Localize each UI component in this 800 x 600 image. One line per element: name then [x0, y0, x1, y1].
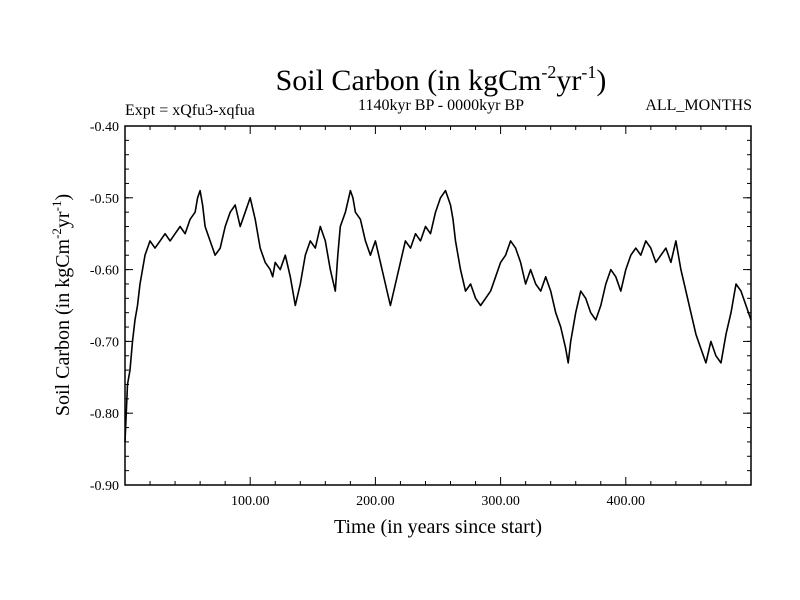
- x-tick-label: 300.00: [481, 494, 520, 509]
- x-tick-label: 200.00: [356, 494, 395, 509]
- y-tick-label: -0.60: [90, 264, 119, 279]
- y-tick-label: -0.90: [90, 479, 119, 494]
- y-tick-label: -0.80: [90, 407, 119, 422]
- subtitle-center: 1140kyr BP - 0000kyr BP: [358, 97, 524, 114]
- y-tick-label: -0.40: [90, 120, 119, 135]
- chart-title-sup2: -1: [581, 62, 596, 82]
- y-label-mid: yr: [52, 211, 74, 228]
- chart-title: Soil Carbon (in kgCm-2yr-1): [276, 62, 607, 97]
- x-axis-label: Time (in years since start): [334, 516, 542, 538]
- x-tick-label: 100.00: [231, 494, 270, 509]
- y-label-sup2: -1: [49, 201, 64, 212]
- y-label-main: Soil Carbon (in kgCm: [52, 238, 74, 416]
- y-label-end: ): [52, 194, 74, 201]
- y-label-sup1: -2: [49, 228, 64, 239]
- chart-title-end: ): [596, 64, 606, 97]
- y-tick-label: -0.50: [90, 192, 119, 207]
- plot-frame: [124, 125, 752, 486]
- y-axis-label: Soil Carbon (in kgCm-2yr-1): [49, 194, 74, 416]
- subtitle-left: Expt = xQfu3-xqfua: [125, 102, 255, 119]
- chart-title-sup1: -2: [541, 62, 556, 82]
- chart-title-mid: yr: [556, 64, 581, 97]
- chart-title-main: Soil Carbon (in kgCm: [276, 64, 542, 97]
- x-tick-label: 400.00: [607, 494, 646, 509]
- series-line: [124, 189, 752, 442]
- subtitle-right: ALL_MONTHS: [645, 97, 752, 114]
- y-tick-label: -0.70: [90, 335, 119, 350]
- ticks: -0.40 -0.50 -0.60 -0.70 -0.80 -0.90 100.00 200.…: [90, 120, 751, 509]
